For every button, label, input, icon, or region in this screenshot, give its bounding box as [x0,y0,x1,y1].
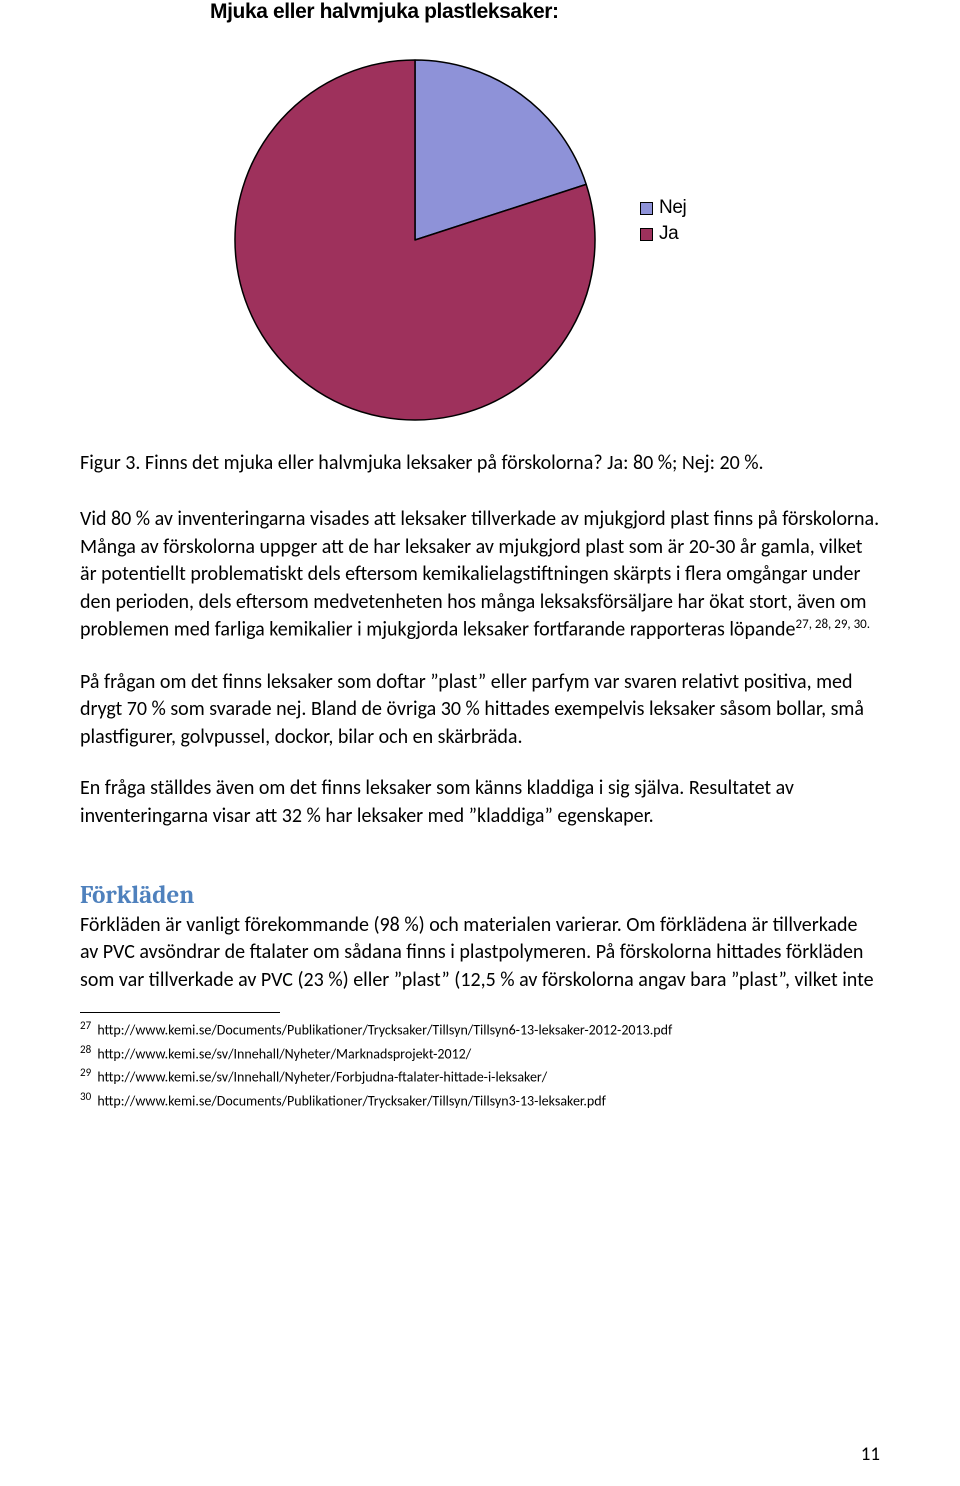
footnote-number: 29 [80,1066,91,1079]
footnote-30: 30 http://www.kemi.se/Documents/Publikat… [80,1090,880,1112]
legend-item-nej: Nej [640,195,686,221]
paragraph-1: Vid 80 % av inventeringarna visades att … [80,506,880,645]
legend-swatch [640,228,653,241]
paragraph-1-text: Vid 80 % av inventeringarna visades att … [80,507,879,642]
footnote-27: 27 http://www.kemi.se/Documents/Publikat… [80,1019,880,1041]
legend-label: Nej [659,195,686,221]
paragraph-4: Förkläden är vanligt förekommande (98 %)… [80,912,880,995]
legend-item-ja: Ja [640,221,686,247]
footnote-number: 27 [80,1019,91,1032]
footnote-text: http://www.kemi.se/sv/Innehall/Nyheter/F… [94,1069,547,1086]
legend-label: Ja [659,221,678,247]
paragraph-2: På frågan om det finns leksaker som doft… [80,669,880,752]
footnote-number: 30 [80,1090,91,1103]
chart-legend: NejJa [640,195,686,247]
footnote-number: 28 [80,1043,91,1056]
legend-swatch [640,202,653,215]
footnote-refs: 27, 28, 29, 30. [796,617,871,632]
pie-chart-container: Mjuka eller halvmjuka plastleksaker: Nej… [80,0,880,440]
footnote-text: http://www.kemi.se/sv/Innehall/Nyheter/M… [94,1046,471,1063]
footnote-separator [80,1012,280,1013]
footnote-29: 29 http://www.kemi.se/sv/Innehall/Nyhete… [80,1066,880,1088]
chart-title: Mjuka eller halvmjuka plastleksaker: [210,0,559,24]
figure-caption: Figur 3. Finns det mjuka eller halvmjuka… [80,450,880,476]
page-number: 11 [861,1443,880,1466]
pie-chart [225,50,605,430]
section-heading-forkladen: Förkläden [80,881,880,910]
footnote-text: http://www.kemi.se/Documents/Publikation… [94,1093,606,1110]
footnote-28: 28 http://www.kemi.se/sv/Innehall/Nyhete… [80,1043,880,1065]
paragraph-3: En fråga ställdes även om det finns leks… [80,775,880,830]
footnotes: 27 http://www.kemi.se/Documents/Publikat… [80,1019,880,1111]
page: Mjuka eller halvmjuka plastleksaker: Nej… [0,0,960,1486]
footnote-text: http://www.kemi.se/Documents/Publikation… [94,1022,672,1039]
